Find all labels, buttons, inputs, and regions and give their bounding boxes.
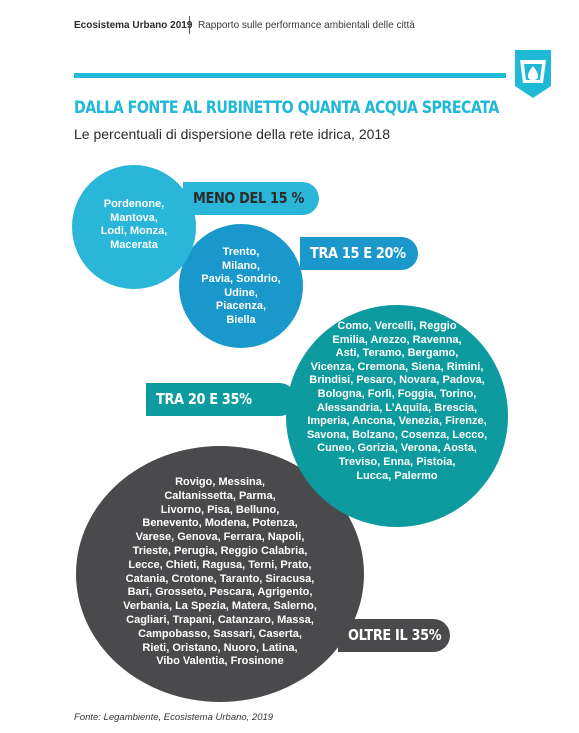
- cities-oltre-35: Rovigo, Messina, Caltanissetta, Parma, L…: [123, 476, 317, 668]
- source-note: Fonte: Legambiente, Ecosistema Urbano, 2…: [74, 712, 274, 723]
- label-20-35: TRA 20 E 35%: [146, 383, 296, 416]
- circle-20-35: [286, 305, 508, 527]
- cities-20-35: Como, Vercelli, Reggio Emilia, Arezzo, R…: [306, 320, 488, 482]
- accent-rule: [74, 73, 506, 78]
- cities-meno-15: Pordenone, Mantova, Lodi, Monza, Macerat…: [100, 198, 168, 251]
- label-15-20: TRA 15 E 20%: [300, 237, 418, 270]
- circle-meno-15: [72, 165, 196, 289]
- cities-15-20: Trento, Milano, Pavia, Sondrio, Udine, P…: [201, 246, 281, 326]
- label-20-35-text: TRA 20 E 35%: [156, 390, 252, 408]
- page-subtitle: Le percentuali di dispersione della rete…: [74, 126, 390, 142]
- circle-15-20: [179, 224, 303, 348]
- label-oltre-35-text: OLTRE IL 35%: [348, 626, 442, 644]
- water-drop-tap-icon: [515, 50, 551, 98]
- label-meno-15-text: MENO DEL 15 %: [193, 189, 305, 207]
- report-title: Ecosistema Urbano 2019: [74, 20, 193, 31]
- label-oltre-35: OLTRE IL 35%: [338, 619, 450, 652]
- header: Ecosistema Urbano 2019 Rapporto sulle pe…: [0, 16, 579, 36]
- header-separator: [189, 16, 190, 34]
- report-subtitle: Rapporto sulle performance ambientali de…: [198, 20, 415, 31]
- page-title: DALLA FONTE AL RUBINETTO QUANTA ACQUA SP…: [74, 98, 499, 117]
- label-meno-15: MENO DEL 15 %: [183, 182, 319, 215]
- label-15-20-text: TRA 15 E 20%: [310, 244, 406, 262]
